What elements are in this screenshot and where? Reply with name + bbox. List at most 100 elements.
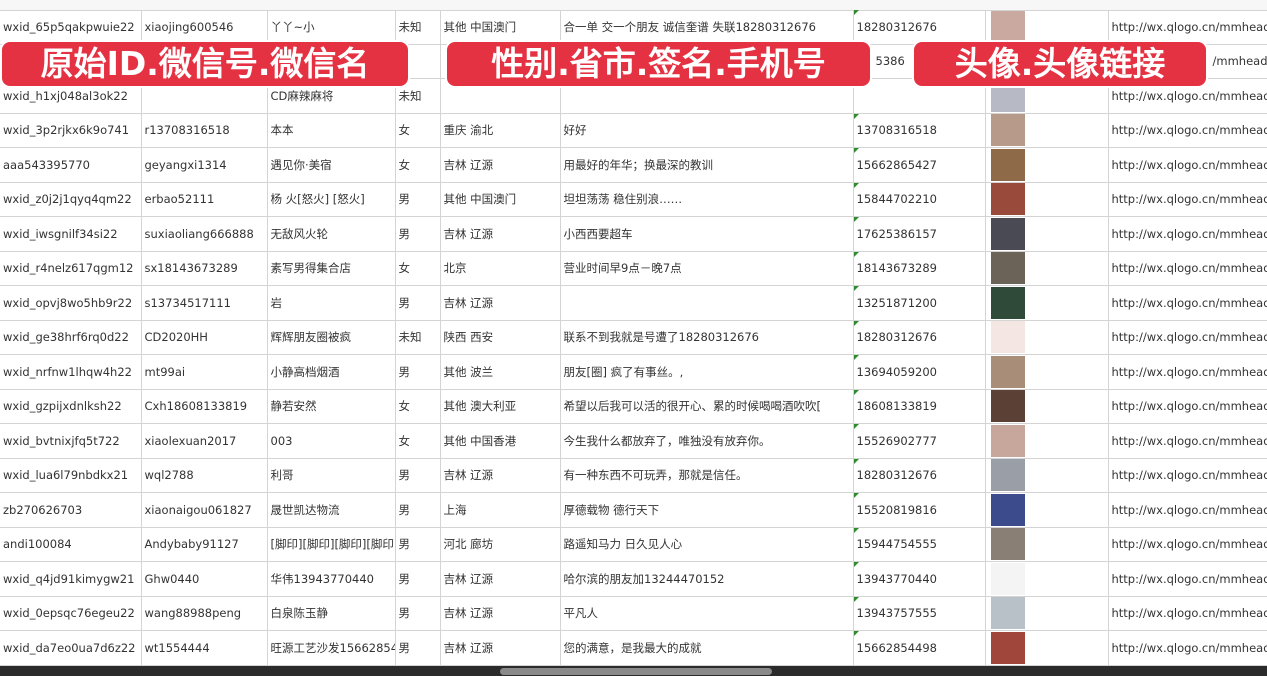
wechat-id-cell[interactable]: sx18143673289	[141, 251, 268, 286]
gender-cell[interactable]: 女	[395, 147, 441, 183]
signature-cell[interactable]: 有一种东西不可玩弄，那就是信任。	[560, 458, 854, 493]
avatar-cell[interactable]	[985, 10, 1109, 45]
avatar-cell[interactable]	[985, 216, 1109, 252]
original-id-cell[interactable]: wxid_iwsgnilf34si22	[0, 216, 142, 252]
avatar-url-cell[interactable]: http://wx.qlogo.cn/mmhead	[1108, 423, 1267, 459]
region-cell[interactable]: 吉林 辽源	[440, 216, 561, 252]
wechat-id-cell[interactable]: Cxh18608133819	[141, 389, 268, 424]
original-id-cell[interactable]: wxid_0epsqc76egeu22	[0, 596, 142, 631]
signature-cell[interactable]: 平凡人	[560, 596, 854, 631]
wechat-name-cell[interactable]: 华伟13943770440	[267, 561, 396, 597]
wechat-name-cell[interactable]: 杨 火[怒火] [怒火]	[267, 182, 396, 217]
original-id-cell[interactable]: wxid_65p5qakpwuie22	[0, 10, 142, 45]
region-cell[interactable]: 吉林 辽源	[440, 596, 561, 631]
phone-cell[interactable]: 15520819816	[853, 492, 986, 528]
signature-cell[interactable]: 路遥知马力 日久见人心	[560, 527, 854, 562]
phone-cell[interactable]: 18608133819	[853, 389, 986, 424]
avatar-cell[interactable]	[985, 630, 1109, 666]
original-id-cell[interactable]: wxid_gzpijxdnlksh22	[0, 389, 142, 424]
wechat-id-cell[interactable]: erbao52111	[141, 182, 268, 217]
gender-cell[interactable]: 男	[395, 561, 441, 597]
phone-cell[interactable]: 18280312676	[853, 10, 986, 45]
avatar-cell[interactable]	[985, 492, 1109, 528]
wechat-name-cell[interactable]: [脚印][脚印][脚印][脚印]	[267, 527, 396, 562]
signature-cell[interactable]: 好好	[560, 113, 854, 148]
avatar-cell[interactable]	[985, 596, 1109, 631]
phone-cell[interactable]: 15662854498	[853, 630, 986, 666]
phone-cell[interactable]: 15844702210	[853, 182, 986, 217]
avatar-url-cell[interactable]: http://wx.qlogo.cn/mmhead	[1108, 630, 1267, 666]
avatar-cell[interactable]	[985, 251, 1109, 286]
avatar-url-cell[interactable]: http://wx.qlogo.cn/mmhead	[1108, 492, 1267, 528]
wechat-id-cell[interactable]: Ghw0440	[141, 561, 268, 597]
region-cell[interactable]: 河北 廊坊	[440, 527, 561, 562]
signature-cell[interactable]	[560, 285, 854, 321]
gender-cell[interactable]: 女	[395, 423, 441, 459]
wechat-id-cell[interactable]: s13734517111	[141, 285, 268, 321]
region-cell[interactable]: 其他 中国澳门	[440, 10, 561, 45]
avatar-cell[interactable]	[985, 354, 1109, 390]
region-cell[interactable]: 吉林 辽源	[440, 630, 561, 666]
phone-cell[interactable]: 13708316518	[853, 113, 986, 148]
wechat-name-cell[interactable]: 岩	[267, 285, 396, 321]
wechat-id-cell[interactable]: xiaojing600546	[141, 10, 268, 45]
gender-cell[interactable]: 男	[395, 458, 441, 493]
gender-cell[interactable]: 男	[395, 354, 441, 390]
gender-cell[interactable]: 男	[395, 527, 441, 562]
avatar-cell[interactable]	[985, 561, 1109, 597]
avatar-cell[interactable]	[985, 147, 1109, 183]
gender-cell[interactable]: 女	[395, 251, 441, 286]
signature-cell[interactable]: 今生我什么都放弃了，唯独没有放弃你。	[560, 423, 854, 459]
gender-cell[interactable]: 女	[395, 113, 441, 148]
wechat-id-cell[interactable]: CD2020HH	[141, 320, 268, 355]
wechat-name-cell[interactable]: 素写男得集合店	[267, 251, 396, 286]
avatar-url-cell[interactable]: http://wx.qlogo.cn/mmhead	[1108, 10, 1267, 45]
original-id-cell[interactable]: wxid_da7eo0ua7d6z22	[0, 630, 142, 666]
wechat-name-cell[interactable]: 辉辉朋友圈被疯	[267, 320, 396, 355]
phone-cell[interactable]: 13943770440	[853, 561, 986, 597]
wechat-id-cell[interactable]: wql2788	[141, 458, 268, 493]
wechat-id-cell[interactable]: geyangxi1314	[141, 147, 268, 183]
gender-cell[interactable]: 男	[395, 182, 441, 217]
avatar-cell[interactable]	[985, 389, 1109, 424]
original-id-cell[interactable]: wxid_3p2rjkx6k9o741	[0, 113, 142, 148]
wechat-id-cell[interactable]: wt1554444	[141, 630, 268, 666]
phone-cell[interactable]: 15526902777	[853, 423, 986, 459]
wechat-id-cell[interactable]: xiaolexuan2017	[141, 423, 268, 459]
signature-cell[interactable]: 厚德载物 德行天下	[560, 492, 854, 528]
wechat-name-cell[interactable]: 003	[267, 423, 396, 459]
signature-cell[interactable]: 小西西要超车	[560, 216, 854, 252]
region-cell[interactable]: 上海	[440, 492, 561, 528]
wechat-name-cell[interactable]: 利哥	[267, 458, 396, 493]
original-id-cell[interactable]: wxid_nrfnw1lhqw4h22	[0, 354, 142, 390]
avatar-url-cell[interactable]: http://wx.qlogo.cn/mmhead	[1108, 251, 1267, 286]
original-id-cell[interactable]: andi100084	[0, 527, 142, 562]
gender-cell[interactable]: 男	[395, 630, 441, 666]
avatar-url-cell[interactable]: http://wx.qlogo.cn/mmhead	[1108, 596, 1267, 631]
avatar-cell[interactable]	[985, 113, 1109, 148]
original-id-cell[interactable]: wxid_opvj8wo5hb9r22	[0, 285, 142, 321]
signature-cell[interactable]: 哈尔滨的朋友加13244470152	[560, 561, 854, 597]
gender-cell[interactable]: 男	[395, 492, 441, 528]
wechat-name-cell[interactable]: 旺源工艺沙发15662854	[267, 630, 396, 666]
avatar-url-cell[interactable]: http://wx.qlogo.cn/mmhead	[1108, 320, 1267, 355]
wechat-name-cell[interactable]: 晟世凯达物流	[267, 492, 396, 528]
region-cell[interactable]: 北京	[440, 251, 561, 286]
avatar-cell[interactable]	[985, 285, 1109, 321]
wechat-id-cell[interactable]: r13708316518	[141, 113, 268, 148]
wechat-name-cell[interactable]: 遇见你·美宿	[267, 147, 396, 183]
spreadsheet-grid[interactable]: wxid_65p5qakpwuie22 xiaojing600546 丫丫~小 未知其…	[0, 10, 1267, 666]
original-id-cell[interactable]: wxid_r4nelz617qgm12	[0, 251, 142, 286]
original-id-cell[interactable]: wxid_ge38hrf6rq0d22	[0, 320, 142, 355]
phone-cell[interactable]: 15944754555	[853, 527, 986, 562]
wechat-name-cell[interactable]: 丫丫~小	[267, 10, 396, 45]
phone-cell[interactable]: 18143673289	[853, 251, 986, 286]
signature-cell[interactable]: 用最好的年华；换最深的教训	[560, 147, 854, 183]
phone-cell[interactable]: 18280312676	[853, 320, 986, 355]
region-cell[interactable]: 其他 中国澳门	[440, 182, 561, 217]
original-id-cell[interactable]: aaa543395770	[0, 147, 142, 183]
signature-cell[interactable]: 您的满意，是我最大的成就	[560, 630, 854, 666]
signature-cell[interactable]: 坦坦荡荡 稳住别浪……	[560, 182, 854, 217]
region-cell[interactable]: 吉林 辽源	[440, 458, 561, 493]
avatar-cell[interactable]	[985, 182, 1109, 217]
